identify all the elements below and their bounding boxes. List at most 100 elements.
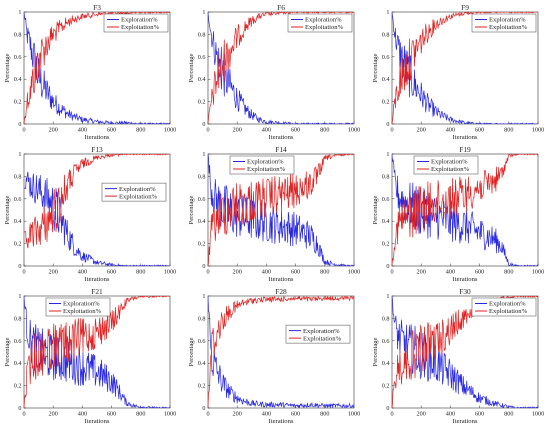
chart-F19: 0 200 400 600 800 1000 0 0.2 0.4 0.6 0.8 1 F19 Iterat… [372,145,544,283]
x-tick-label: 800 [320,127,329,134]
x-tick-label: 800 [504,269,513,276]
x-tick-label: 0 [390,411,393,418]
x-tick-label: 600 [291,269,300,276]
x-axis-label: Iterations [269,134,294,141]
x-tick-label: 800 [136,127,145,134]
legend-entry: Exploration% [489,17,526,24]
x-tick-label: 0 [390,269,393,276]
chart-title: F13 [91,145,103,154]
series-line-exploitation [392,154,538,266]
chart-F3: 0 200 400 600 800 1000 0 0.2 0.4 0.6 0.8 1 F3 Iterati… [4,3,176,141]
legend: Exploration%Exploitation% [101,182,167,202]
x-tick-label: 800 [504,411,513,418]
series-line-exploration [24,12,170,124]
y-tick-label: 0 [18,405,21,412]
y-tick-label: 0.4 [14,360,22,367]
x-axis-label: Iterations [453,276,478,283]
y-tick-label: 0.2 [382,241,390,248]
y-tick-label: 1 [202,293,205,300]
y-tick-label: 0.8 [198,315,206,322]
x-tick-label: 600 [107,127,116,134]
legend-box [287,13,353,33]
legend-entry: Exploitation% [119,193,158,200]
axes-frame [23,153,171,267]
y-tick-label: 1 [386,9,389,16]
series-line-exploration [392,12,538,124]
x-tick-label: 200 [233,411,242,418]
legend-entry: Exploitation% [63,308,102,315]
x-tick-label: 0 [22,411,25,418]
y-tick-label: 0 [386,121,389,128]
legend: Exploration%Exploitation% [287,13,353,33]
x-tick-label: 800 [136,411,145,418]
x-tick-label: 600 [475,127,484,134]
y-tick-label: 0.6 [14,54,22,61]
y-tick-label: 0.4 [382,360,390,367]
legend: Exploration%Exploitation% [45,297,111,317]
chart-F14: 0 200 400 600 800 1000 0 0.2 0.4 0.6 0.8 1 F14 Iterat… [188,145,360,283]
legend: Exploration%Exploitation% [471,297,537,317]
chart-title: F3 [93,3,101,12]
x-tick-label: 400 [78,127,87,134]
x-tick-label: 0 [206,411,209,418]
series-line-exploration [208,296,354,408]
x-tick-label: 400 [78,269,87,276]
series-line-exploration [24,296,170,408]
x-axis-label: Iterations [453,134,478,141]
chart-title: F19 [459,145,471,154]
legend-entry: Exploration% [303,328,340,335]
legend-entry: Exploitation% [121,24,160,31]
series-line-exploitation [24,154,170,249]
y-tick-label: 0.4 [382,76,390,83]
x-tick-label: 400 [446,411,455,418]
series-line-exploitation [208,12,354,124]
y-tick-label: 1 [18,151,21,158]
y-tick-label: 1 [18,9,21,16]
legend-box [103,13,169,33]
y-tick-label: 1 [386,293,389,300]
series-line-exploration [24,171,170,266]
legend-entry: Exploration% [489,301,526,308]
y-tick-label: 0.6 [14,196,22,203]
y-axis-label: Percentage [372,53,379,82]
x-axis-label: Iterations [85,276,110,283]
x-tick-label: 200 [49,269,58,276]
legend-entry: Exploration% [247,159,284,166]
y-tick-label: 0.6 [382,54,390,61]
axes-frame [207,153,355,267]
x-tick-label: 1000 [532,127,544,134]
y-tick-label: 0 [202,405,205,412]
x-tick-label: 0 [390,127,393,134]
x-tick-label: 800 [136,269,145,276]
y-tick-label: 0.4 [198,218,206,225]
x-tick-label: 600 [475,411,484,418]
y-tick-label: 0.2 [14,99,22,106]
chart-F13: 0 200 400 600 800 1000 0 0.2 0.4 0.6 0.8 1 F13 Iterat… [4,145,176,283]
y-tick-label: 0.8 [14,173,22,180]
y-axis-label: Percentage [188,195,195,224]
x-tick-label: 200 [417,411,426,418]
legend: Exploration%Exploitation% [103,13,169,33]
chart-title: F9 [461,3,469,12]
y-axis-label: Percentage [372,337,379,366]
y-tick-label: 0.6 [14,338,22,345]
y-tick-label: 0 [386,263,389,270]
legend-entry: Exploitation% [305,24,344,31]
legend-entry: Exploration% [305,17,342,24]
x-tick-label: 1000 [348,411,360,418]
x-tick-label: 200 [49,127,58,134]
x-tick-label: 200 [233,269,242,276]
x-tick-label: 400 [262,411,271,418]
y-tick-label: 0.2 [382,383,390,390]
legend-entry: Exploitation% [489,24,528,31]
y-tick-label: 0.2 [14,241,22,248]
x-tick-label: 200 [49,411,58,418]
chart-F30: 0 200 400 600 800 1000 0 0.2 0.4 0.6 0.8 1 F30 Iterat… [372,287,544,425]
legend-entry: Exploration% [121,17,158,24]
x-axis-label: Iterations [85,134,110,141]
series-line-exploitation [392,12,538,124]
legend-entry: Exploration% [63,301,100,308]
legend-entry: Exploitation% [489,308,528,315]
chart-title: F30 [459,287,471,296]
